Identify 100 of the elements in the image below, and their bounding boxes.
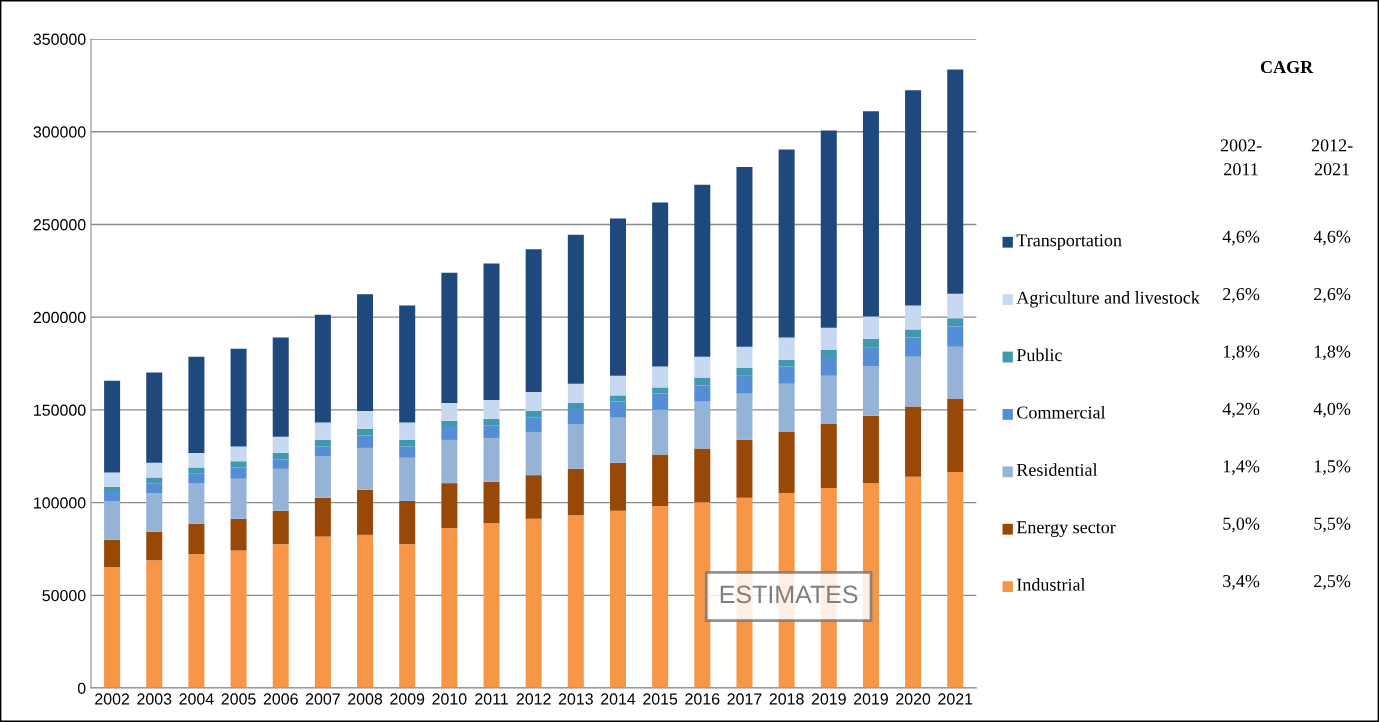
text: 4,6% bbox=[1313, 230, 1351, 246]
bar bbox=[862, 338, 879, 348]
bar bbox=[652, 366, 669, 388]
bar bbox=[567, 403, 584, 410]
bar bbox=[104, 491, 121, 501]
y-tick-label: 300000 bbox=[33, 126, 86, 138]
bar bbox=[441, 426, 458, 440]
text: 5,0% bbox=[1223, 517, 1260, 533]
x-tick-label: 2011 bbox=[475, 693, 508, 705]
bar bbox=[314, 422, 331, 440]
bar bbox=[947, 346, 964, 399]
bar bbox=[525, 417, 542, 432]
bar bbox=[905, 90, 922, 306]
bar bbox=[947, 318, 964, 327]
bar bbox=[188, 553, 205, 689]
bar bbox=[736, 439, 753, 498]
x-tick-label: 2006 bbox=[263, 693, 298, 705]
bar bbox=[230, 446, 247, 462]
bar bbox=[567, 515, 584, 689]
bar bbox=[104, 486, 121, 492]
x-tick-label: 2010 bbox=[432, 693, 467, 705]
bar bbox=[905, 329, 922, 338]
bar bbox=[694, 385, 711, 402]
bar bbox=[736, 346, 753, 368]
text: 4,2% bbox=[1222, 402, 1260, 418]
x-tick-label: 2009 bbox=[390, 693, 425, 705]
bar bbox=[399, 305, 416, 423]
x-tick-label: 2007 bbox=[305, 693, 340, 705]
x-tick-label: 2013 bbox=[558, 693, 593, 705]
bar bbox=[314, 314, 331, 423]
text: 2,6% bbox=[1223, 287, 1260, 303]
bar bbox=[441, 528, 458, 689]
bar bbox=[441, 403, 458, 421]
bar bbox=[272, 510, 289, 545]
bar bbox=[905, 337, 922, 357]
legend-label: Energy sector bbox=[1016, 521, 1116, 538]
bar bbox=[609, 375, 626, 396]
bar bbox=[272, 452, 289, 460]
bar bbox=[272, 337, 289, 437]
bar bbox=[525, 431, 542, 476]
bar bbox=[357, 435, 374, 448]
y-tick-label: 350000 bbox=[33, 33, 86, 45]
bar bbox=[483, 438, 500, 482]
bar bbox=[188, 483, 205, 524]
bar bbox=[104, 566, 121, 689]
bar bbox=[652, 393, 669, 410]
bar bbox=[399, 439, 416, 447]
bar bbox=[567, 423, 584, 469]
bar bbox=[399, 544, 416, 689]
bar bbox=[778, 149, 795, 338]
x-tick-label: 2014 bbox=[601, 693, 636, 705]
bar bbox=[188, 452, 205, 468]
bar bbox=[357, 411, 374, 429]
bar bbox=[820, 327, 837, 350]
bar bbox=[272, 459, 289, 469]
bar bbox=[230, 550, 247, 689]
x-tick-label: 2019 bbox=[853, 693, 888, 705]
x-tick-label: 2008 bbox=[348, 693, 383, 705]
bar bbox=[694, 401, 711, 449]
bar bbox=[230, 467, 247, 479]
text: 5,5% bbox=[1314, 517, 1351, 533]
bar bbox=[862, 366, 879, 416]
bar bbox=[188, 473, 205, 484]
bar bbox=[947, 293, 964, 319]
text: 4,0% bbox=[1313, 402, 1351, 418]
bar bbox=[441, 483, 458, 529]
bar bbox=[905, 476, 922, 689]
bar bbox=[820, 130, 837, 328]
bar bbox=[146, 531, 163, 561]
bar bbox=[357, 447, 374, 490]
y-tick-label: 0 bbox=[77, 682, 86, 695]
bar bbox=[146, 462, 163, 478]
bar bbox=[694, 502, 711, 689]
text: 2002- 2011 bbox=[1220, 139, 1262, 176]
legend-label: Industrial bbox=[1016, 578, 1086, 591]
x-tick-label: 2016 bbox=[685, 693, 720, 705]
bar bbox=[525, 249, 542, 392]
bar bbox=[146, 372, 163, 463]
bar bbox=[146, 483, 163, 493]
bar bbox=[609, 510, 626, 689]
bar bbox=[483, 399, 500, 419]
y-tick-label: 50000 bbox=[42, 589, 86, 602]
bar bbox=[188, 467, 205, 474]
bar bbox=[399, 457, 416, 501]
x-tick-label: 2005 bbox=[221, 693, 256, 705]
bar bbox=[230, 461, 247, 468]
bar bbox=[483, 263, 500, 400]
x-tick-label: 2002 bbox=[95, 693, 130, 705]
text: 2,5% bbox=[1314, 574, 1351, 590]
bar bbox=[399, 500, 416, 545]
bar bbox=[104, 500, 121, 540]
x-tick-label: 2018 bbox=[769, 693, 804, 705]
bar bbox=[736, 166, 753, 347]
legend-label: Agriculture and livestock bbox=[1016, 291, 1200, 308]
bar bbox=[146, 560, 163, 689]
bar bbox=[525, 518, 542, 689]
bar bbox=[104, 472, 121, 487]
bar bbox=[905, 406, 922, 477]
text: CAGR bbox=[1260, 60, 1314, 74]
bar bbox=[947, 398, 964, 473]
